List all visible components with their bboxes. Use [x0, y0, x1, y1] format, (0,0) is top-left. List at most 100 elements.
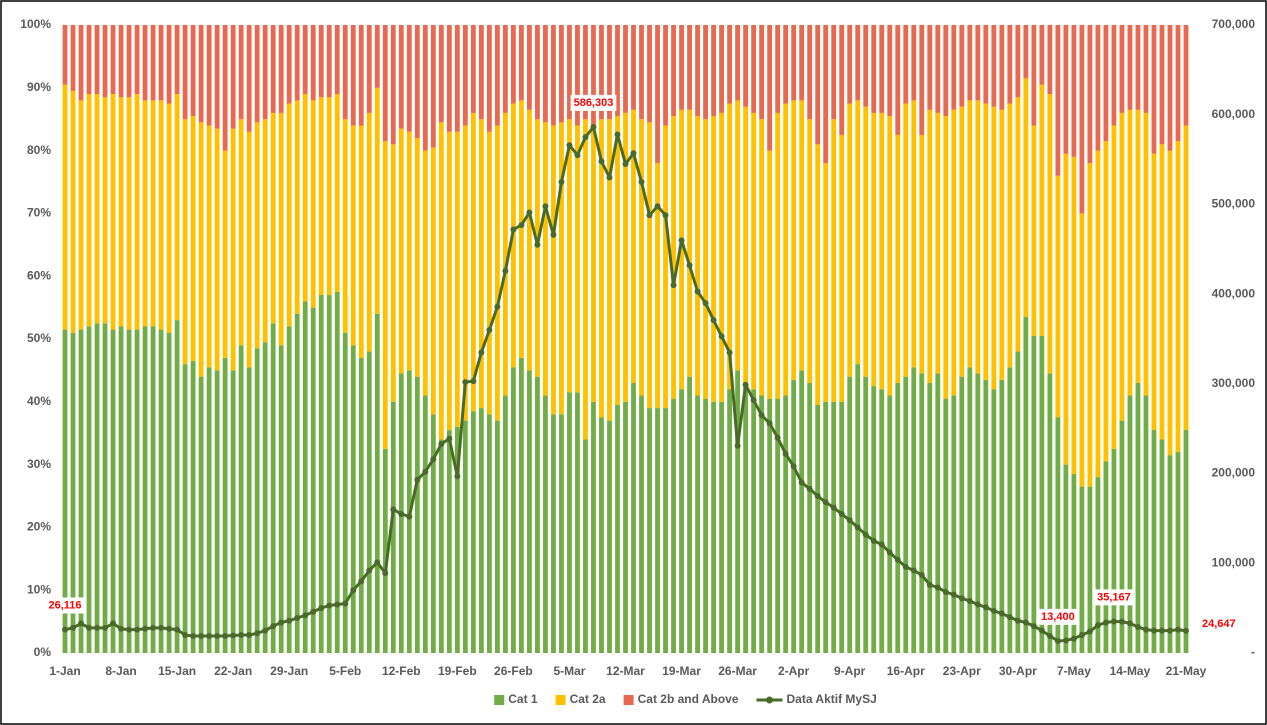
- bar-segment: [943, 116, 949, 399]
- bar-segment: [446, 131, 452, 431]
- line-marker: [1014, 617, 1021, 624]
- line-marker: [838, 510, 845, 517]
- legend-marker: [766, 696, 774, 704]
- bar-segment: [1135, 25, 1141, 110]
- line-marker: [670, 282, 677, 289]
- line-marker: [302, 612, 309, 619]
- bar-segment: [751, 389, 757, 653]
- bar-segment: [318, 25, 324, 98]
- bar-segment: [999, 25, 1005, 110]
- line-marker: [286, 617, 293, 624]
- value-label-bg: [45, 597, 85, 614]
- x-tick-label: 15-Jan: [158, 664, 196, 678]
- bar-segment: [527, 25, 532, 110]
- bar-segment: [823, 25, 829, 164]
- bar-segment: [214, 370, 220, 653]
- bar-segment: [1119, 420, 1125, 653]
- bar-segment: [102, 323, 108, 653]
- line-marker: [926, 581, 933, 588]
- value-label: 35,167: [1097, 591, 1131, 603]
- bar-segment: [454, 426, 460, 653]
- bar-segment: [967, 25, 973, 101]
- y-tick-label: 60%: [27, 268, 51, 282]
- line-marker: [582, 134, 589, 141]
- bar-segment: [871, 25, 877, 113]
- bar-segment: [230, 128, 236, 371]
- bar-segment: [919, 134, 925, 374]
- line-marker: [1078, 632, 1085, 639]
- bar-segment: [767, 25, 773, 151]
- line-marker: [766, 420, 773, 427]
- line-marker: [734, 442, 741, 449]
- bar-segment: [855, 364, 861, 653]
- x-tick-label: 7-May: [1057, 664, 1091, 678]
- line-marker: [462, 379, 469, 386]
- bar-segment: [174, 94, 180, 321]
- line-marker: [846, 517, 853, 524]
- bar-segment: [422, 395, 428, 653]
- bar-segment: [951, 109, 957, 396]
- bar-segment: [1103, 461, 1109, 653]
- bar-segment: [158, 329, 164, 653]
- bar-segment: [727, 389, 732, 653]
- line-marker: [974, 601, 981, 608]
- bar-segment: [535, 119, 540, 377]
- bar-segment: [951, 395, 957, 653]
- bar-segment: [1127, 25, 1133, 110]
- bar-segment: [1031, 125, 1037, 336]
- line-marker: [942, 588, 949, 595]
- bar-segment: [791, 25, 797, 101]
- line-marker: [750, 397, 757, 404]
- legend-label: Cat 1: [508, 692, 538, 706]
- bar-segment: [286, 103, 292, 327]
- bar-segment: [599, 119, 604, 418]
- bar-segment: [1031, 25, 1037, 126]
- line-marker: [422, 468, 429, 475]
- bar-segment: [294, 100, 300, 314]
- bar-segment: [783, 103, 789, 396]
- bar-segment: [647, 25, 652, 123]
- bar-segment: [446, 430, 452, 653]
- bar-segment: [839, 25, 845, 135]
- y-tick-label: 70%: [27, 206, 51, 220]
- line-marker: [1046, 632, 1053, 639]
- bar-segment: [983, 25, 989, 104]
- bar-segment: [366, 25, 372, 113]
- x-tick-label: 22-Jan: [214, 664, 252, 678]
- line-marker: [1022, 619, 1029, 626]
- bar-segment: [422, 25, 428, 151]
- value-label-bg: [1038, 608, 1078, 625]
- bar-segment: [679, 25, 684, 110]
- value-label: 24,647: [1202, 618, 1236, 630]
- bar-segment: [591, 401, 596, 653]
- bar-segment: [1183, 430, 1189, 653]
- bar-segment: [262, 119, 268, 343]
- bar-segment: [1095, 477, 1101, 653]
- line-marker: [718, 333, 725, 340]
- bar-segment: [1015, 351, 1021, 653]
- bar-segment: [326, 25, 332, 98]
- line-marker: [126, 626, 133, 633]
- bar-segment: [623, 25, 628, 113]
- bar-segment: [198, 376, 204, 653]
- bar-segment: [222, 150, 228, 358]
- bar-segment: [502, 112, 508, 396]
- line-marker: [1126, 620, 1133, 627]
- bar-segment: [286, 326, 292, 653]
- bar-segment: [1063, 25, 1069, 154]
- line-marker: [758, 412, 765, 419]
- bar-segment: [174, 25, 180, 95]
- bar-segment: [695, 395, 700, 653]
- bar-segment: [110, 94, 116, 330]
- line-marker: [550, 231, 557, 238]
- bar-segment: [150, 100, 156, 327]
- bar-segment: [855, 100, 861, 365]
- bar-segment: [863, 106, 869, 377]
- bar-segment: [1151, 25, 1157, 154]
- line-marker: [1110, 618, 1117, 625]
- line-marker: [110, 620, 117, 627]
- bar-segment: [967, 100, 973, 368]
- bar-segment: [214, 25, 220, 129]
- line-marker: [806, 485, 813, 492]
- line-marker: [366, 567, 373, 574]
